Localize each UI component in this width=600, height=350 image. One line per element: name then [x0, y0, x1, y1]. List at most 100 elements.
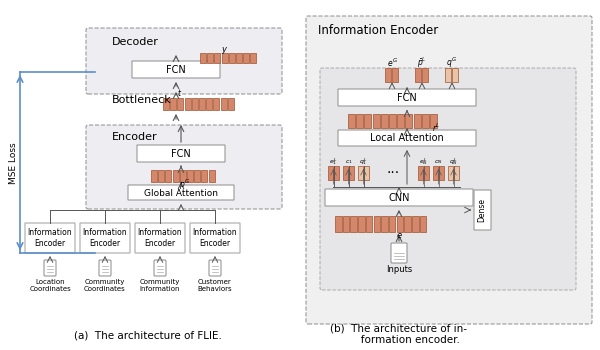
Text: $e^G$: $e^G$ — [386, 57, 397, 69]
Bar — [364, 166, 369, 180]
Bar — [343, 166, 348, 180]
Bar — [206, 98, 212, 110]
Bar — [185, 98, 191, 110]
Bar — [229, 53, 235, 63]
Bar — [334, 166, 339, 180]
Bar — [163, 98, 169, 110]
Text: Local Attention: Local Attention — [370, 133, 444, 143]
FancyBboxPatch shape — [306, 16, 592, 324]
FancyBboxPatch shape — [338, 89, 476, 106]
Text: $t$: $t$ — [178, 88, 182, 98]
Bar — [397, 216, 403, 232]
Text: (b)  The architecture of in-
       formation encoder.: (b) The architecture of in- formation en… — [331, 323, 467, 345]
Bar — [151, 170, 157, 182]
Text: ···: ··· — [386, 166, 400, 180]
Bar — [209, 170, 215, 182]
Text: Inputs: Inputs — [386, 265, 412, 274]
FancyBboxPatch shape — [209, 260, 221, 276]
Bar — [221, 98, 227, 110]
Bar — [452, 68, 458, 82]
Text: $e_N^L$: $e_N^L$ — [419, 156, 428, 167]
FancyBboxPatch shape — [135, 223, 185, 253]
Text: FCN: FCN — [166, 65, 186, 75]
Bar — [373, 216, 380, 232]
Bar — [392, 68, 398, 82]
Bar — [250, 53, 256, 63]
Bar — [335, 216, 341, 232]
Text: Location
Coordinates: Location Coordinates — [29, 279, 71, 292]
FancyBboxPatch shape — [44, 260, 56, 276]
Bar — [228, 98, 234, 110]
FancyBboxPatch shape — [86, 125, 282, 209]
Text: $q^G$: $q^G$ — [446, 56, 458, 70]
FancyBboxPatch shape — [325, 189, 473, 206]
Bar — [349, 166, 354, 180]
Bar — [404, 216, 411, 232]
Bar — [448, 166, 453, 180]
Bar — [170, 98, 176, 110]
FancyBboxPatch shape — [99, 260, 111, 276]
Bar — [406, 114, 412, 128]
Bar — [412, 216, 419, 232]
Text: (a)  The architecture of FLIE.: (a) The architecture of FLIE. — [74, 331, 222, 341]
Bar — [180, 170, 186, 182]
Bar — [430, 114, 437, 128]
Text: $\bar{p}^L$: $\bar{p}^L$ — [417, 56, 427, 70]
Text: $c_N$: $c_N$ — [434, 158, 443, 166]
FancyBboxPatch shape — [474, 190, 491, 230]
Text: Bottleneck: Bottleneck — [112, 95, 172, 105]
Text: Information
Encoder: Information Encoder — [137, 228, 182, 248]
FancyBboxPatch shape — [154, 260, 166, 276]
FancyBboxPatch shape — [128, 185, 234, 200]
FancyBboxPatch shape — [137, 145, 225, 162]
Text: $e_1^L$: $e_1^L$ — [329, 156, 338, 167]
Bar — [413, 114, 421, 128]
Bar — [454, 166, 459, 180]
Bar — [173, 170, 179, 182]
Text: Community
Information: Community Information — [140, 279, 180, 292]
Text: Information
Encoder: Information Encoder — [83, 228, 127, 248]
FancyBboxPatch shape — [86, 28, 282, 94]
Bar — [328, 166, 333, 180]
FancyBboxPatch shape — [80, 223, 130, 253]
Bar — [439, 166, 444, 180]
Text: CNN: CNN — [388, 193, 410, 203]
Text: $c_1$: $c_1$ — [344, 158, 352, 166]
FancyBboxPatch shape — [338, 130, 476, 146]
Bar — [381, 114, 388, 128]
Text: $r^L$: $r^L$ — [432, 122, 440, 134]
Bar — [343, 216, 349, 232]
Bar — [202, 170, 208, 182]
Bar — [214, 53, 220, 63]
Bar — [415, 68, 421, 82]
Text: $e$: $e$ — [395, 231, 403, 239]
Bar — [214, 98, 220, 110]
Text: $q_N^L$: $q_N^L$ — [449, 156, 458, 167]
Bar — [389, 114, 396, 128]
Bar — [356, 114, 363, 128]
Bar — [422, 114, 429, 128]
Text: $y$: $y$ — [221, 44, 229, 56]
Bar — [364, 114, 371, 128]
FancyBboxPatch shape — [391, 243, 407, 263]
Bar — [424, 166, 429, 180]
FancyBboxPatch shape — [190, 223, 240, 253]
Text: Encoder: Encoder — [112, 132, 158, 142]
Text: FCN: FCN — [397, 93, 417, 103]
Bar — [389, 216, 395, 232]
Text: Decoder: Decoder — [112, 37, 159, 47]
Bar — [243, 53, 249, 63]
Text: Community
Coordinates: Community Coordinates — [84, 279, 126, 292]
Bar — [422, 68, 428, 82]
Bar — [236, 53, 242, 63]
Bar — [348, 114, 355, 128]
Bar — [221, 53, 227, 63]
FancyBboxPatch shape — [320, 68, 576, 290]
Bar — [445, 68, 451, 82]
Bar — [178, 98, 184, 110]
Bar — [200, 53, 206, 63]
Bar — [420, 216, 426, 232]
Bar — [158, 170, 164, 182]
Text: Customer
Behaviors: Customer Behaviors — [197, 279, 232, 292]
Bar — [358, 166, 363, 180]
